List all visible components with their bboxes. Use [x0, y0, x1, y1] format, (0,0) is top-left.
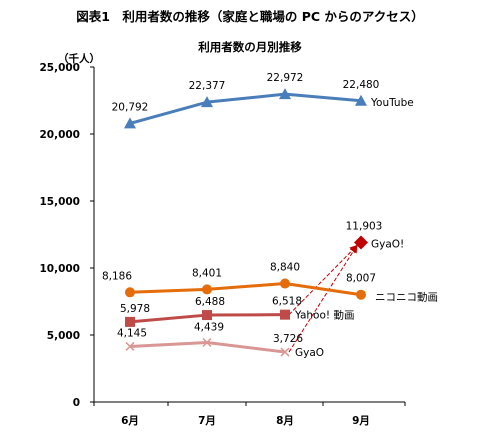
y-tick-label: 0: [73, 397, 80, 409]
y-tick-label: 5,000: [47, 330, 80, 342]
data-point-youtube: [279, 88, 291, 100]
data-point-nico: [280, 278, 290, 289]
series-name-label-youtube: YouTube: [370, 97, 414, 109]
y-tick-label: 10,000: [39, 263, 80, 275]
data-label-yahoo: 6,518: [272, 296, 302, 308]
data-label-youtube: 22,377: [189, 80, 226, 92]
annotation-arrow: [288, 244, 358, 353]
series-name-label-yahoo: Yahoo! 動画: [294, 309, 354, 322]
data-label-youtube: 22,972: [267, 72, 304, 84]
marker-stroke: [202, 337, 212, 348]
data-label-gyao: 3,726: [273, 333, 303, 345]
marker-stroke: [280, 347, 290, 357]
data-point-nico: [202, 284, 212, 295]
data-label-nico: 8,401: [192, 267, 222, 279]
data-point-youtube: [355, 94, 367, 106]
y-tick-label: 25,000: [39, 62, 80, 74]
data-label-yahoo: 6,488: [195, 296, 225, 308]
series-name-label-gyao: GyaO!: [371, 238, 404, 250]
data-label-gyao: 4,145: [117, 327, 147, 339]
series-line-youtube: [129, 92, 362, 125]
data-label-nico: 8,840: [270, 262, 300, 274]
data-point-nico: [356, 289, 366, 300]
series-line-nico: [129, 282, 362, 297]
data-label-nico: 8,186: [102, 270, 132, 282]
data-point-youtube: [124, 117, 136, 129]
annotation-arrow: [288, 244, 358, 316]
series-name-label-nico: ニコニコ動画: [375, 291, 438, 304]
data-label-nico: 8,007: [346, 273, 376, 285]
chart-title: 利用者数の月別推移: [198, 40, 302, 54]
data-point-gyao: [280, 347, 290, 357]
data-label-gyao: 11,903: [346, 220, 383, 232]
data-point-yahoo: [202, 310, 212, 321]
x-tick-label: 6月: [121, 415, 139, 427]
figure-title: 図表1 利用者数の推移（家庭と職場の PC からのアクセス）: [76, 9, 424, 24]
data-point-gyao: [202, 337, 212, 348]
y-axis-label: （千人）: [58, 52, 100, 65]
y-tick-label: 15,000: [39, 196, 80, 208]
series-name-label-gyao: GyaO: [295, 347, 324, 359]
data-point-gyao: [354, 235, 368, 250]
x-tick-label: 9月: [352, 415, 370, 427]
data-label-youtube: 20,792: [112, 101, 149, 113]
data-label-gyao: 4,439: [194, 322, 224, 334]
data-point-yahoo: [280, 309, 290, 320]
x-tick-label: 7月: [198, 415, 216, 427]
y-tick-label: 20,000: [39, 129, 80, 141]
x-tick-label: 8月: [276, 415, 294, 427]
data-label-yahoo: 5,978: [120, 303, 150, 315]
marker-stroke: [125, 341, 135, 351]
data-point-nico: [125, 287, 135, 298]
data-point-gyao: [125, 341, 135, 351]
data-label-youtube: 22,480: [343, 79, 380, 91]
data-point-youtube: [201, 96, 213, 108]
data-point-yahoo: [125, 316, 135, 327]
